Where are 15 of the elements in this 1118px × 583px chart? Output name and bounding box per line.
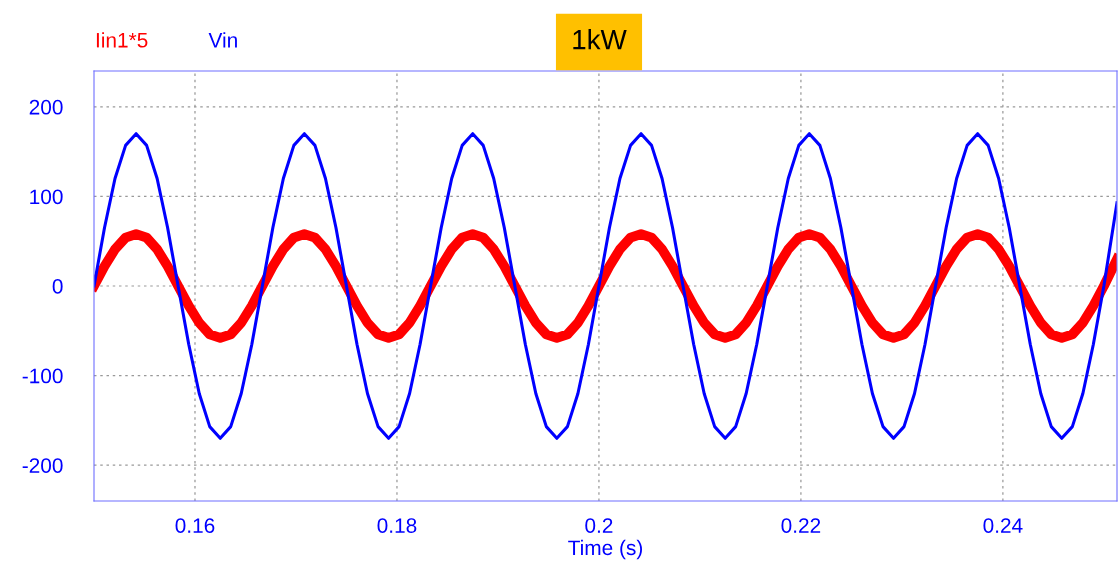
text: Vin [208, 32, 237, 48]
x-tick-label: 0.18 [377, 518, 417, 533]
y-tick-label: -200 [22, 458, 63, 473]
chart-title: 1kW [573, 29, 627, 50]
y-tick-label: 200 [29, 99, 63, 115]
y-tick-label: 0 [52, 279, 63, 294]
line-series [94, 132, 1117, 440]
x-tick-label: 0.2 [585, 518, 613, 533]
x-tick-label: 0.22 [781, 518, 821, 533]
x-tick-label: 0.24 [983, 518, 1023, 533]
y-tick-label: 100 [30, 189, 63, 205]
y-tick-label: -100 [22, 368, 63, 384]
text: Iin1*5 [96, 32, 148, 48]
x-axis-title: Time (s) [568, 539, 643, 560]
x-tick-label: 0.16 [175, 518, 215, 533]
